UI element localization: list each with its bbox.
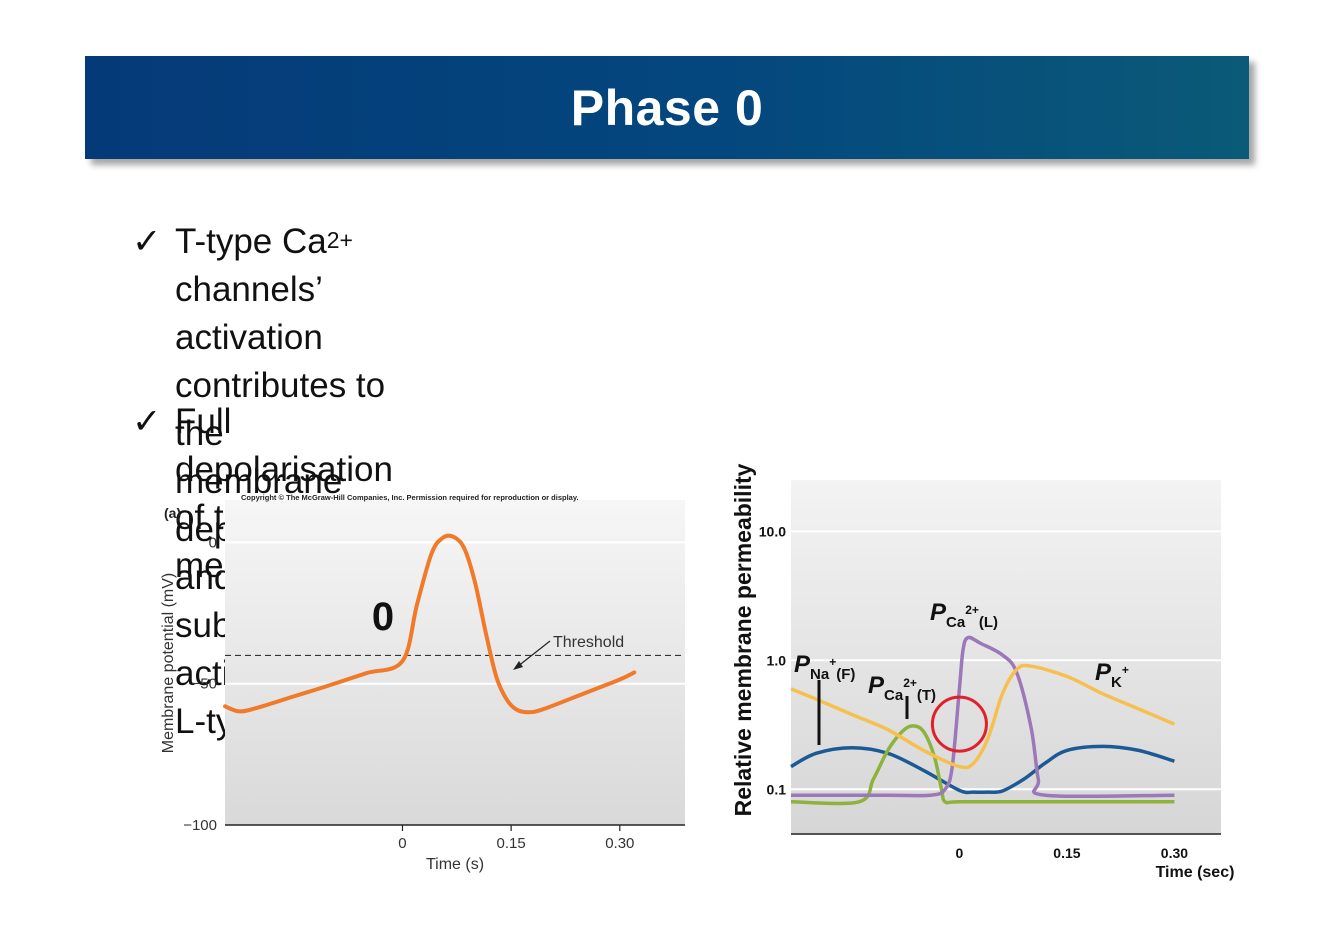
x-tick-label: 0.15 (497, 835, 526, 852)
bullet-1-line-1: T-type Ca2+ channels’ activation contrib… (175, 222, 386, 453)
panel-label: (a) (164, 505, 181, 521)
y-tick-label: −50 (192, 676, 217, 693)
y-tick-label: 10.0 (759, 523, 786, 539)
plot-background (225, 500, 685, 825)
permeability-chart: 10.0 1.0 0.1 0 0.15 0.30 PNa+(F) PCa2+(T) PCa2+… (730, 463, 1235, 881)
phase-label: 0 (372, 595, 394, 639)
membrane-potential-chart: Copyright © The McGraw-Hill Companies, I… (160, 493, 685, 873)
y-tick-label: 0.1 (767, 781, 787, 797)
x-tick-label: 0.30 (605, 835, 634, 852)
x-tick-label: 0.30 (1161, 845, 1188, 861)
check-icon: ✓ (132, 222, 162, 261)
y-axis-label: Relative membrane permeability (730, 463, 756, 816)
x-axis-label: Time (s) (426, 856, 484, 873)
threshold-arrow (516, 640, 551, 668)
y-tick-label: −100 (183, 817, 217, 834)
threshold-arrowhead (513, 661, 523, 670)
p-ca-l-line (790, 635, 1175, 799)
series-label: PCa2+(L) (930, 599, 998, 631)
series-label: PK+ (1095, 659, 1129, 691)
x-tick-label: 0 (956, 845, 964, 861)
title-bar: Phase 0 (85, 56, 1249, 159)
slide-title: Phase 0 (570, 79, 764, 136)
p-na-f-line (790, 744, 1175, 795)
x-tick-label: 0.15 (1053, 845, 1080, 861)
y-tick-label: 1.0 (767, 652, 787, 668)
copyright-note: Copyright © The McGraw-Hill Companies, I… (241, 493, 579, 502)
y-axis-label: Membrane potential (mV) (160, 573, 177, 754)
p-ca-t-line (790, 724, 1175, 806)
x-axis-label: Time (sec) (1156, 864, 1235, 881)
highlight-circle (930, 695, 988, 753)
series-label: PNa+(F) (794, 651, 855, 683)
x-tick-label: 0 (398, 835, 406, 852)
threshold-label: Threshold (553, 634, 624, 651)
series-label: PCa2+(T) (868, 672, 936, 704)
check-icon: ✓ (132, 402, 162, 441)
y-tick-label: 0 (209, 534, 217, 551)
p-k-line (790, 663, 1176, 770)
membrane-potential-line (223, 533, 637, 715)
